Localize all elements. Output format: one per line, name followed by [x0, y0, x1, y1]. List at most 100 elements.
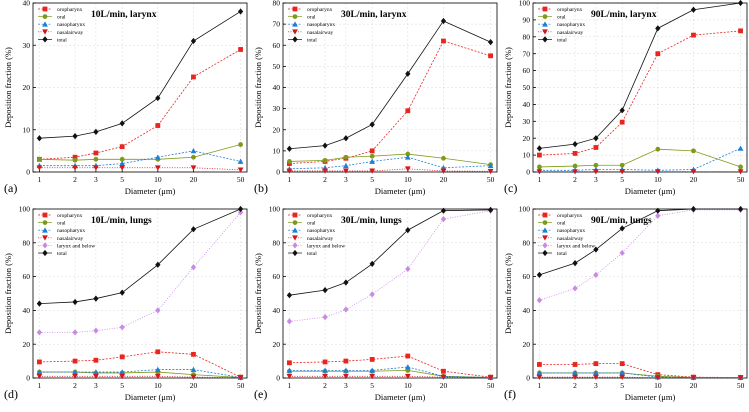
data-point-total [36, 135, 43, 142]
data-point-nasopharynx [237, 158, 244, 164]
y-axis-label: Deposition fraction (%) [3, 253, 13, 334]
data-point-nasopharynx [286, 367, 293, 373]
x-tick-label: 50 [487, 381, 495, 390]
data-point-oropharynx [93, 150, 99, 156]
grid [33, 2, 247, 173]
data-point-nasalairway [654, 375, 661, 381]
legend-marker-oropharynx [292, 212, 298, 218]
y-tick-label: 40 [273, 83, 281, 92]
data-point-nasalairway [343, 168, 349, 174]
x-tick-label: 50 [237, 175, 245, 184]
data-point-oropharynx [593, 145, 599, 150]
data-point-oropharynx [191, 74, 196, 80]
data-point-larynx-and-below [343, 306, 349, 313]
data-point-oral [593, 162, 599, 168]
series-oropharynx [287, 38, 493, 166]
data-point-nasopharynx [487, 162, 494, 169]
data-point-nasopharynx [593, 370, 599, 376]
data-point-nasalairway [690, 375, 697, 381]
data-point-total [286, 145, 293, 152]
grid [533, 208, 747, 379]
data-point-total [119, 120, 125, 127]
data-point-nasalairway [369, 168, 376, 174]
y-tick-label: 90 [523, 16, 531, 25]
y-tick-label: 40 [523, 100, 531, 109]
chart-panel-c: 0 10 20 30 40 50 60 70 80 90 100 1 2 3 5 10 20 50 Diameter… [503, 0, 748, 196]
legend-label-oral: oral [57, 15, 66, 21]
data-point-oropharynx [572, 151, 578, 156]
legend-label-oral: oral [557, 221, 566, 227]
chart-panel-f: 0 20 40 60 80 100 1 2 3 5 10 20 50 Diameter (μm) Depos… [503, 205, 748, 402]
y-tick-label: 80 [273, 0, 281, 8]
data-point-nasopharynx [93, 369, 99, 375]
x-tick-label: 20 [190, 381, 198, 390]
y-tick-label: 40 [23, 0, 31, 8]
series-total [536, 205, 744, 279]
x-tick-label: 5 [370, 175, 374, 184]
data-point-nasalairway [237, 167, 244, 173]
data-point-oropharynx [93, 357, 99, 363]
data-point-nasalairway [72, 373, 78, 380]
legend-label-oral: oral [57, 221, 66, 227]
x-tick-label: 5 [120, 175, 124, 184]
y-tick-label: 80 [273, 238, 281, 247]
series-oropharynx [37, 349, 243, 380]
legend-label-total: total [307, 37, 317, 43]
series-oral [537, 370, 743, 381]
panel-label: (e) [254, 387, 267, 401]
legend-marker-larynx-and-below [42, 242, 48, 249]
data-point-total [322, 287, 328, 294]
plot-frame [32, 208, 248, 379]
chart-title: 10L/min, larynx [91, 10, 157, 20]
legend-marker-oropharynx [42, 6, 48, 12]
data-point-nasalairway [737, 169, 744, 175]
data-point-oral [238, 142, 243, 147]
y-tick-label: 80 [523, 238, 531, 247]
legend-label-larynx-and-below: larynx and below [57, 243, 95, 249]
data-point-oropharynx [572, 362, 578, 367]
y-tick-label: 0 [276, 168, 280, 177]
data-point-larynx-and-below [237, 209, 244, 216]
data-point-oropharynx [191, 351, 196, 357]
data-point-oropharynx [738, 28, 743, 34]
data-point-total [440, 207, 447, 214]
data-point-oropharynx [537, 362, 542, 367]
data-point-larynx-and-below [369, 291, 375, 298]
data-point-larynx-and-below [190, 264, 197, 271]
x-tick-label: 1 [288, 175, 292, 184]
y-tick-label: 40 [23, 306, 31, 315]
legend-marker-total [292, 36, 298, 43]
data-point-oropharynx [405, 353, 411, 359]
series-line-oropharynx [539, 30, 741, 156]
series-nasalairway [536, 374, 744, 381]
legend-marker-oral [292, 14, 298, 19]
data-point-nasalairway [286, 168, 293, 174]
legend-label-nasopharynx: nasopharynx [557, 228, 585, 234]
data-point-nasalairway [690, 169, 697, 175]
x-tick-label: 20 [440, 381, 448, 390]
data-point-oral [119, 156, 125, 162]
data-point-nasalairway [237, 375, 244, 381]
x-tick-label: 1 [538, 175, 542, 184]
data-point-total [593, 135, 599, 142]
series-line-oropharynx [289, 355, 491, 378]
series-nasalairway [286, 166, 494, 175]
data-point-larynx-and-below [536, 297, 543, 304]
data-point-total [237, 8, 244, 15]
series-line-nasalairway [39, 375, 241, 379]
series-line-oral [289, 153, 491, 166]
data-point-nasalairway [93, 165, 99, 171]
series-line-oral [39, 144, 241, 161]
x-tick-label: 5 [120, 381, 124, 390]
data-point-oropharynx [72, 154, 78, 160]
data-point-oral [369, 153, 375, 159]
data-point-nasopharynx [343, 162, 349, 169]
series-oral [37, 142, 243, 163]
data-point-oral [191, 154, 196, 160]
data-point-nasalairway [737, 375, 744, 381]
x-tick-label: 2 [573, 381, 577, 390]
data-point-oral [537, 164, 542, 170]
x-tick-label: 3 [344, 381, 348, 390]
